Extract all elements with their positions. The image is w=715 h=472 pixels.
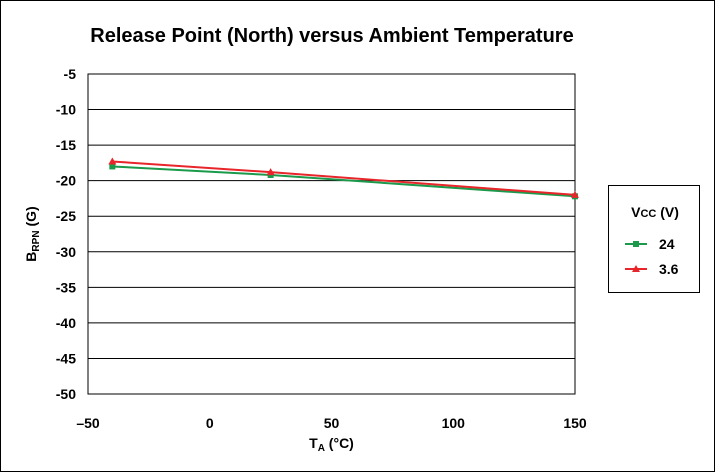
series-line [112, 160, 576, 196]
legend-label: 24 [659, 236, 675, 252]
data-point [109, 163, 116, 170]
plot-area [87, 73, 576, 395]
series-layer [108, 157, 579, 200]
legend-swatch-marker [633, 241, 639, 247]
y-tick-label: -25 [56, 208, 76, 224]
y-tick-label: -5 [64, 66, 77, 82]
data-point [266, 168, 275, 176]
y-tick-label: -35 [56, 279, 76, 295]
data-point [571, 190, 579, 198]
grid [88, 73, 575, 395]
x-tick-label: 50 [324, 415, 340, 431]
legend-label: 3.6 [659, 261, 679, 277]
x-axis-label: TA (°C) [309, 435, 354, 454]
x-tick-labels: –50 0 50 100 150 [76, 415, 587, 431]
x-tick-label: 150 [563, 415, 587, 431]
chart-title: Release Point (North) versus Ambient Tem… [90, 25, 573, 47]
data-point [108, 157, 117, 165]
legend-item: 3.6 [625, 261, 679, 277]
y-tick-labels: -5 -10 -15 -20 -25 -30 -35 -40 -45 -50 [56, 66, 76, 402]
series-1 [108, 157, 579, 198]
y-axis-label: BRPN (G) [23, 206, 42, 261]
x-tick-label: –50 [76, 415, 100, 431]
x-tick-label: 100 [442, 415, 466, 431]
legend-items: 243.6 [625, 236, 679, 277]
y-tick-label: -10 [56, 102, 76, 118]
y-tick-label: -50 [56, 386, 76, 402]
y-tick-label: -20 [56, 173, 76, 189]
y-tick-label: -40 [56, 315, 76, 331]
legend-svg: VCC (V) 243.6 [625, 204, 679, 277]
legend-swatch-marker [632, 265, 640, 272]
y-tick-label: -45 [56, 350, 76, 366]
series-line [112, 165, 576, 198]
legend-item: 24 [625, 236, 675, 252]
x-tick-label: 0 [206, 415, 214, 431]
legend: VCC (V) 24 3.6 [608, 185, 700, 293]
series-0 [109, 163, 578, 200]
y-tick-label: -15 [56, 137, 76, 153]
legend-title: VCC (V) [631, 204, 679, 220]
y-tick-label: -30 [56, 244, 76, 260]
